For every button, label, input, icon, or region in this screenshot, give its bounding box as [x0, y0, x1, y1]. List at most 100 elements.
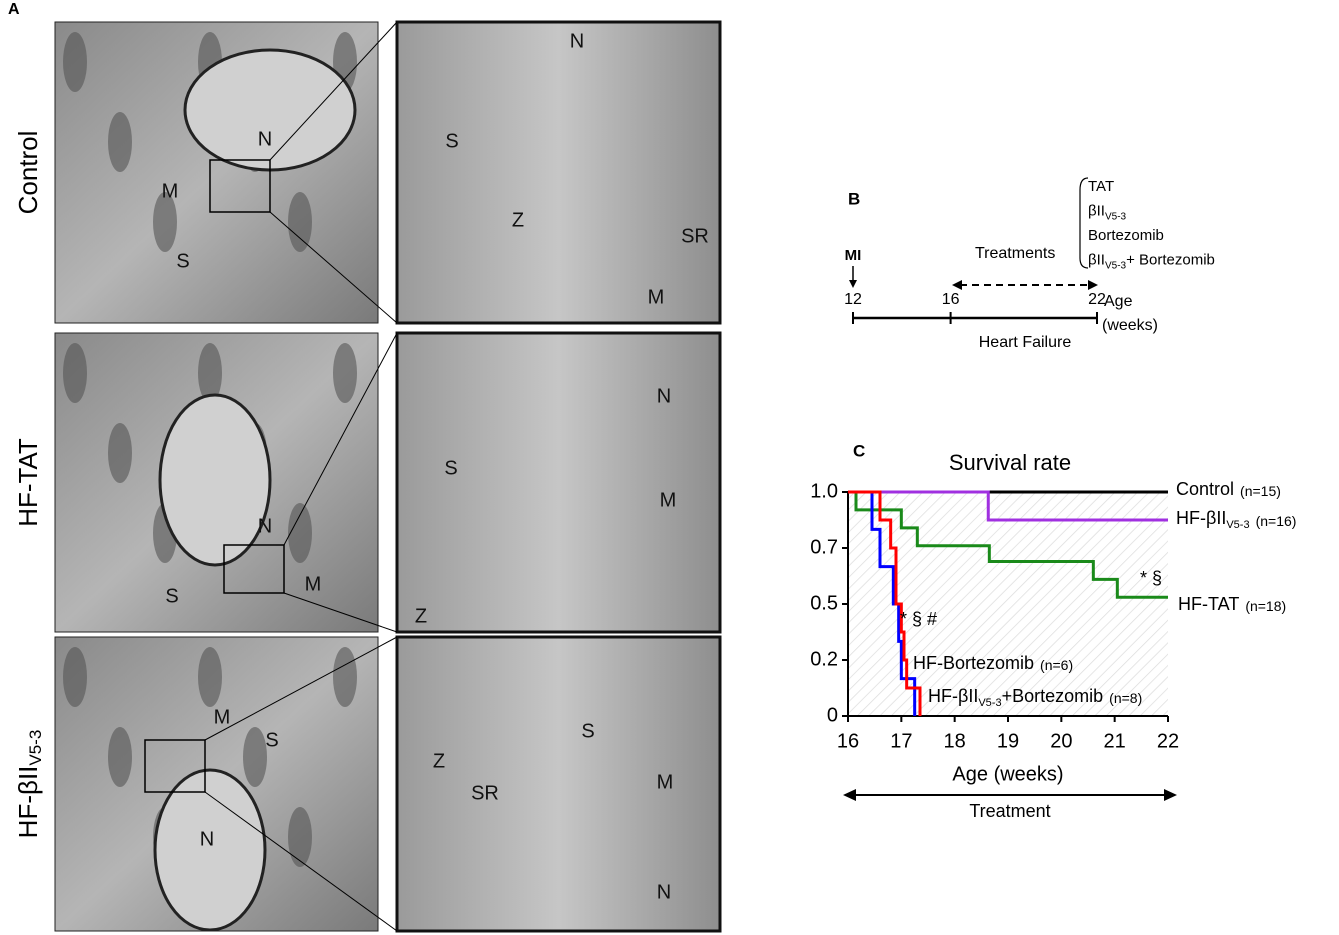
period-label: Heart Failure	[979, 334, 1072, 351]
timeline-tick-label: 16	[942, 291, 960, 308]
arrowhead	[843, 789, 856, 801]
series-n: (n=15)	[1240, 483, 1281, 499]
structure-label: N	[200, 828, 214, 850]
treatment-name: βII	[1088, 251, 1105, 268]
panel-letter: C	[853, 441, 865, 460]
structure-label: M	[214, 706, 231, 728]
y-tick-label: 1.0	[810, 480, 838, 502]
significance-annotation: * §	[1140, 568, 1162, 588]
series-name: HF-TAT	[1178, 594, 1239, 614]
row-label-text: HF-βII	[13, 766, 43, 839]
x-axis-title: Age (weeks)	[952, 763, 1063, 785]
x-tick-label: 19	[997, 730, 1019, 752]
treatment-subscript: V5-3	[1105, 211, 1127, 222]
structure-label: N	[657, 881, 671, 903]
significance-annotation: * § #	[900, 609, 937, 629]
timeline-tick-label: 12	[844, 291, 862, 308]
row-label: HF-βIIV5-3	[13, 730, 46, 839]
mitochondria	[108, 727, 132, 787]
series-name: HF-βII	[1176, 508, 1226, 528]
mitochondria	[108, 112, 132, 172]
x-tick-label: 20	[1050, 730, 1072, 752]
x-tick-label: 18	[944, 730, 966, 752]
axis-unit: (weeks)	[1102, 317, 1158, 334]
y-tick-label: 0.5	[810, 592, 838, 614]
figure: A NMSNSZSRMControlNMSNSMZHF-TATMSNSZSRMN…	[0, 0, 1339, 935]
panel-letter: A	[8, 1, 20, 18]
x-tick-label: 16	[837, 730, 859, 752]
treatment-item: βIIV5-3	[1088, 202, 1127, 222]
mitochondria	[288, 192, 312, 252]
series-subscript: V5-3	[1226, 519, 1249, 531]
arrowhead	[1164, 789, 1177, 801]
structure-label: S	[165, 585, 178, 607]
treatment-item: Bortezomib	[1088, 227, 1164, 244]
series-subscript: V5-3	[978, 697, 1001, 709]
micrograph	[397, 333, 720, 632]
structure-label: N	[258, 515, 272, 537]
mitochondria	[243, 727, 267, 787]
treatment-name: Bortezomib	[1088, 227, 1164, 244]
row-label: HF-TAT	[13, 438, 43, 527]
structure-label: M	[648, 286, 665, 308]
event-label: MI	[845, 247, 862, 264]
mitochondria	[333, 343, 357, 403]
mitochondria	[288, 503, 312, 563]
structure-label: S	[176, 250, 189, 272]
structure-label: M	[162, 180, 179, 202]
panel-letter: B	[848, 189, 860, 208]
series-name: HF-βII	[928, 686, 978, 706]
structure-label: N	[570, 30, 584, 52]
structure-label: SR	[681, 225, 709, 247]
row-label: Control	[13, 131, 43, 215]
mitochondria	[63, 647, 87, 707]
treatment-subscript: V5-3	[1105, 260, 1127, 271]
span-label: Treatment	[969, 801, 1050, 821]
y-tick-label: 0.7	[810, 536, 838, 558]
arrowhead	[952, 280, 962, 290]
treatment-suffix: + Bortezomib	[1126, 251, 1215, 268]
mitochondria	[198, 647, 222, 707]
series-label: HF-βIIV5-3+Bortezomib (n=8)	[928, 686, 1142, 709]
series-label: HF-Bortezomib (n=6)	[913, 653, 1073, 673]
series-n: (n=6)	[1040, 657, 1073, 673]
arrowhead	[1088, 280, 1098, 290]
series-n: (n=18)	[1245, 598, 1286, 614]
row-label-subscript: V5-3	[26, 730, 45, 766]
structure-label: Z	[512, 209, 524, 231]
treatment-name: βII	[1088, 202, 1105, 219]
mitochondria	[288, 807, 312, 867]
structure-label: Z	[415, 605, 427, 627]
series-name: Control	[1176, 479, 1234, 499]
panel-b: B121622MIAge(weeks)Heart FailureTreatmen…	[844, 178, 1215, 351]
treatment-item: TAT	[1088, 178, 1114, 195]
structure-label: SR	[471, 782, 499, 804]
treatment-name: TAT	[1088, 178, 1114, 195]
event-arrowhead	[849, 280, 857, 288]
structure-label: S	[445, 130, 458, 152]
mitochondria	[63, 32, 87, 92]
series-n: (n=16)	[1256, 513, 1297, 529]
series-n: (n=8)	[1109, 690, 1142, 706]
structure-label: Z	[433, 750, 445, 772]
bracket	[1080, 178, 1088, 268]
series-label: HF-βIIV5-3 (n=16)	[1176, 508, 1296, 531]
row-label-text: Control	[13, 131, 43, 215]
structure-label: S	[265, 729, 278, 751]
panel-c: CSurvival rate00.20.50.71.01617181920212…	[810, 441, 1296, 820]
micrograph	[397, 22, 720, 323]
mitochondria	[108, 423, 132, 483]
structure-label: S	[581, 720, 594, 742]
nucleus	[185, 50, 355, 170]
series-suffix: +Bortezomib	[1002, 686, 1104, 706]
row-label-text: HF-TAT	[13, 438, 43, 527]
structure-label: N	[258, 128, 272, 150]
structure-label: N	[657, 385, 671, 407]
structure-label: S	[444, 457, 457, 479]
y-tick-label: 0	[827, 704, 838, 726]
structure-label: M	[305, 573, 322, 595]
chart-title: Survival rate	[949, 450, 1071, 475]
series-name: HF-Bortezomib	[913, 653, 1034, 673]
structure-label: M	[660, 489, 677, 511]
